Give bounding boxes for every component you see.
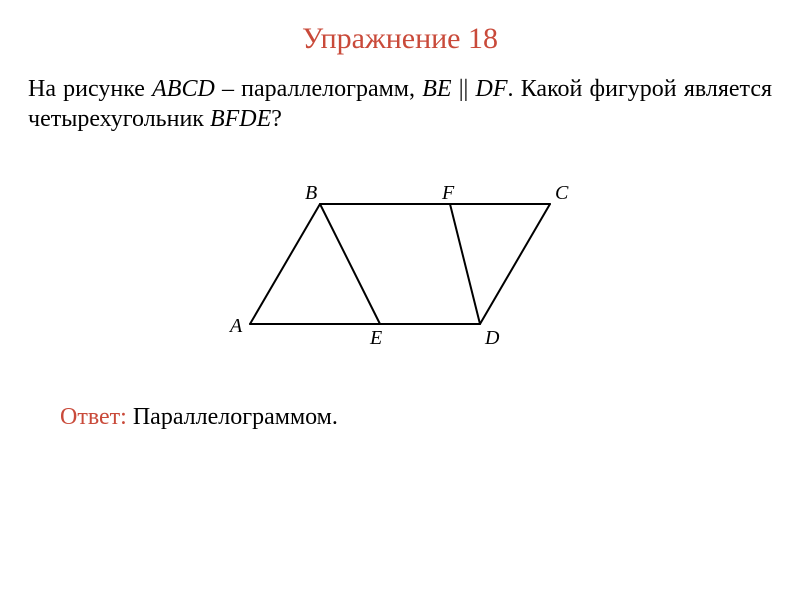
- svg-text:D: D: [484, 327, 500, 349]
- problem-text-4: ?: [271, 106, 282, 132]
- diagram-container: A B C D E F: [0, 174, 800, 354]
- var-be: BE: [422, 76, 451, 102]
- svg-text:E: E: [369, 327, 382, 349]
- answer-line: Ответ: Параллелограммом.: [0, 394, 800, 431]
- exercise-title: Упражнение 18: [0, 0, 800, 74]
- var-df: DF: [476, 76, 508, 102]
- parallel-sign: ||: [452, 76, 476, 102]
- svg-text:F: F: [441, 182, 455, 204]
- svg-text:B: B: [305, 182, 317, 204]
- parallelogram-diagram: A B C D E F: [220, 174, 580, 354]
- problem-text-2: – параллелограмм,: [215, 76, 422, 102]
- problem-statement: На рисунке ABCD – параллелограмм, BE || …: [0, 74, 800, 134]
- answer-value: Параллелограммом.: [133, 404, 338, 430]
- svg-text:C: C: [555, 182, 569, 204]
- var-bfde: BFDE: [210, 106, 271, 132]
- var-abcd: ABCD: [152, 76, 215, 102]
- problem-text-1: На рисунке: [28, 76, 152, 102]
- svg-text:A: A: [228, 315, 243, 337]
- answer-label: Ответ:: [60, 404, 133, 430]
